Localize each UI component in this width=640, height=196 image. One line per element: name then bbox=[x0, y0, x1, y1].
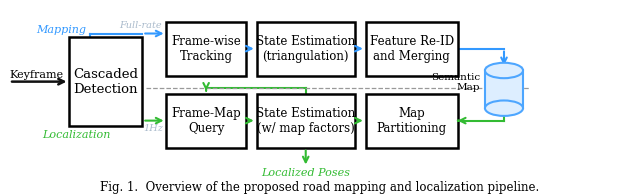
Text: Full-rate: Full-rate bbox=[120, 21, 162, 30]
Text: State Estimation
(triangulation): State Estimation (triangulation) bbox=[256, 35, 355, 63]
Text: Mapping: Mapping bbox=[36, 25, 86, 35]
Text: Feature Re-ID
and Merging: Feature Re-ID and Merging bbox=[370, 35, 454, 63]
Text: State Estimation
(w/ map factors): State Estimation (w/ map factors) bbox=[256, 107, 355, 135]
Ellipse shape bbox=[485, 63, 523, 78]
Text: 1Hz: 1Hz bbox=[143, 124, 163, 133]
FancyBboxPatch shape bbox=[365, 94, 458, 148]
Text: Keyframe: Keyframe bbox=[9, 70, 63, 80]
Text: Frame-Map
Query: Frame-Map Query bbox=[172, 107, 241, 135]
FancyBboxPatch shape bbox=[166, 22, 246, 76]
FancyBboxPatch shape bbox=[485, 71, 523, 108]
Text: Cascaded
Detection: Cascaded Detection bbox=[74, 68, 138, 96]
Text: Frame-wise
Tracking: Frame-wise Tracking bbox=[172, 35, 241, 63]
FancyBboxPatch shape bbox=[365, 22, 458, 76]
Text: Localized Poses: Localized Poses bbox=[261, 168, 350, 178]
Text: Map
Partitioning: Map Partitioning bbox=[376, 107, 447, 135]
FancyBboxPatch shape bbox=[69, 37, 142, 126]
Text: Semantic
Map: Semantic Map bbox=[431, 73, 480, 92]
FancyBboxPatch shape bbox=[257, 22, 355, 76]
Text: Localization: Localization bbox=[42, 130, 111, 140]
Text: Fig. 1.  Overview of the proposed road mapping and localization pipeline.: Fig. 1. Overview of the proposed road ma… bbox=[100, 181, 540, 194]
FancyBboxPatch shape bbox=[166, 94, 246, 148]
Ellipse shape bbox=[485, 101, 523, 116]
FancyBboxPatch shape bbox=[485, 65, 523, 71]
FancyBboxPatch shape bbox=[257, 94, 355, 148]
